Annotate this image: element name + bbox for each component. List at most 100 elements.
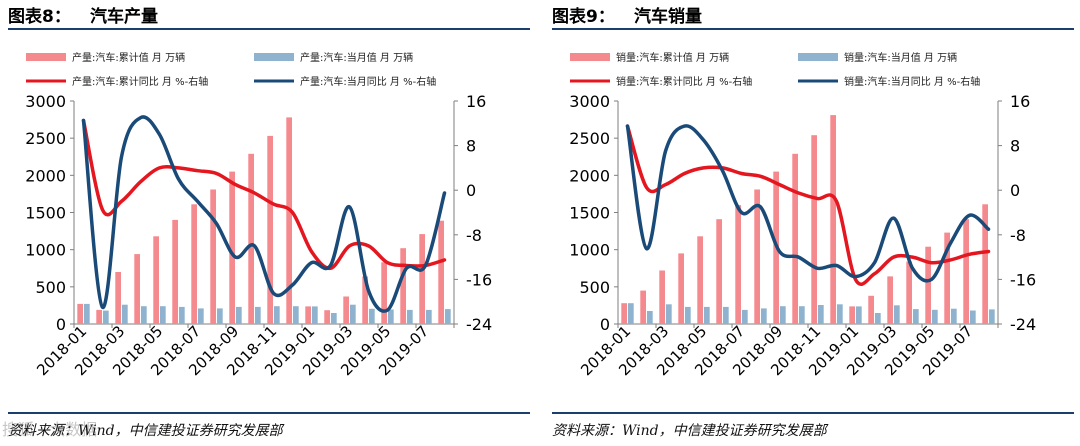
- source-rule: [552, 412, 1074, 414]
- bar: [932, 309, 938, 324]
- bar: [982, 204, 988, 324]
- y-left-tick-label: 1000: [569, 241, 610, 260]
- bar: [438, 220, 444, 324]
- bar: [849, 306, 855, 324]
- y-left-tick-label: 2000: [25, 166, 66, 185]
- bar: [678, 253, 684, 324]
- figure-number: 图表8：: [8, 7, 71, 27]
- y-left-tick-label: 1500: [569, 204, 610, 223]
- series-line: [625, 124, 991, 283]
- bar: [324, 310, 330, 324]
- bar: [362, 276, 368, 324]
- bar: [388, 309, 394, 324]
- source-note: 资料来源：Wind，中信建投证券研究发展部: [8, 423, 283, 439]
- bar: [400, 248, 406, 324]
- y-left-tick-label: 0: [600, 315, 610, 334]
- bar: [103, 310, 109, 324]
- bar: [989, 309, 995, 324]
- y-left-tick-label: 2500: [25, 129, 66, 148]
- bar: [799, 306, 805, 324]
- bar: [894, 305, 900, 324]
- bar: [970, 310, 976, 324]
- bar: [875, 313, 881, 324]
- bar: [792, 153, 798, 324]
- bar: [305, 306, 311, 324]
- bar: [445, 309, 451, 324]
- bar: [255, 306, 261, 324]
- series-line: [625, 124, 991, 286]
- bar: [856, 306, 862, 324]
- bar: [621, 303, 627, 324]
- bar: [742, 309, 748, 324]
- bar: [640, 290, 646, 324]
- bar: [685, 306, 691, 324]
- legend-label: 产量:汽车:累计值 月 万辆: [72, 51, 185, 64]
- bar: [659, 270, 665, 324]
- title-rule: [552, 28, 1074, 30]
- figure-heading: 汽车产量: [90, 7, 158, 27]
- y-left-tick-label: 1000: [25, 241, 66, 260]
- y-right-tick-label: -16: [1010, 270, 1036, 289]
- legend-label: 产量:汽车:当月同比 月 %-右轴: [300, 75, 436, 88]
- legend-swatch: [570, 53, 610, 61]
- bar: [951, 308, 957, 324]
- bar: [96, 309, 102, 324]
- bar: [191, 204, 197, 324]
- bar: [666, 304, 672, 324]
- legend-swatch: [26, 53, 66, 61]
- y-right-tick-label: 0: [466, 181, 476, 200]
- bar: [122, 304, 128, 324]
- bar: [172, 219, 178, 324]
- bar: [925, 246, 931, 324]
- y-right-tick-label: -24: [1010, 315, 1036, 334]
- legend-label: 销量:汽车:当月同比 月 %-右轴: [844, 75, 980, 88]
- y-right-tick-label: -24: [466, 315, 492, 334]
- bar: [419, 234, 425, 324]
- chart-panel-sales: 图表9： 汽车销量 销量:汽车:累计值 月 万辆 销量:汽车:当月值 月 万辆 销量:…: [552, 0, 1080, 446]
- y-right-tick-label: -8: [1010, 226, 1026, 245]
- y-left-tick-label: 2000: [569, 166, 610, 185]
- y-left-tick-label: 500: [579, 278, 610, 297]
- y-right-tick-label: 8: [466, 137, 476, 156]
- y-right-tick-label: -8: [466, 226, 482, 245]
- y-right-tick-label: 16: [466, 92, 486, 111]
- y-right-tick-label: 0: [1010, 181, 1020, 200]
- bar: [350, 304, 356, 324]
- y-left-tick-label: 1500: [25, 204, 66, 223]
- bar: [286, 117, 292, 325]
- bar: [134, 254, 140, 324]
- bar: [723, 306, 729, 324]
- source-rule: [8, 412, 530, 414]
- y-left-tick-label: 3000: [569, 92, 610, 111]
- bar: [837, 304, 843, 324]
- figure-title: 图表9： 汽车销量: [552, 2, 702, 27]
- legend-label: 销量:汽车:累计同比 月 %-右轴: [616, 75, 752, 88]
- bar: [217, 308, 223, 324]
- legend-label: 产量:汽车:累计同比 月 %-右轴: [72, 75, 208, 88]
- bar: [236, 306, 242, 324]
- bar: [84, 303, 90, 324]
- bar: [248, 153, 254, 324]
- y-right-tick-label: 16: [1010, 92, 1030, 111]
- bar: [407, 309, 413, 324]
- bar: [811, 135, 817, 324]
- bar: [115, 272, 121, 324]
- bar: [906, 261, 912, 324]
- bar: [312, 306, 318, 324]
- chart-panel-production: 图表8： 汽车产量 产量:汽车:累计值 月 万辆 产量:汽车:当月值 月 万辆 产量:…: [8, 0, 538, 446]
- bar: [830, 115, 836, 324]
- bar: [647, 311, 653, 324]
- figure-number: 图表9：: [552, 7, 615, 27]
- bar: [331, 313, 337, 324]
- bar: [697, 236, 703, 324]
- source-note: 资料来源：Wind，中信建投证券研究发展部: [552, 423, 827, 439]
- bar: [913, 309, 919, 324]
- bar: [944, 232, 950, 324]
- bar: [963, 219, 969, 324]
- bar: [735, 205, 741, 324]
- y-left-tick-label: 3000: [25, 92, 66, 111]
- legend-swatch: [254, 53, 294, 61]
- y-right-tick-label: 8: [1010, 137, 1020, 156]
- bar: [293, 306, 299, 324]
